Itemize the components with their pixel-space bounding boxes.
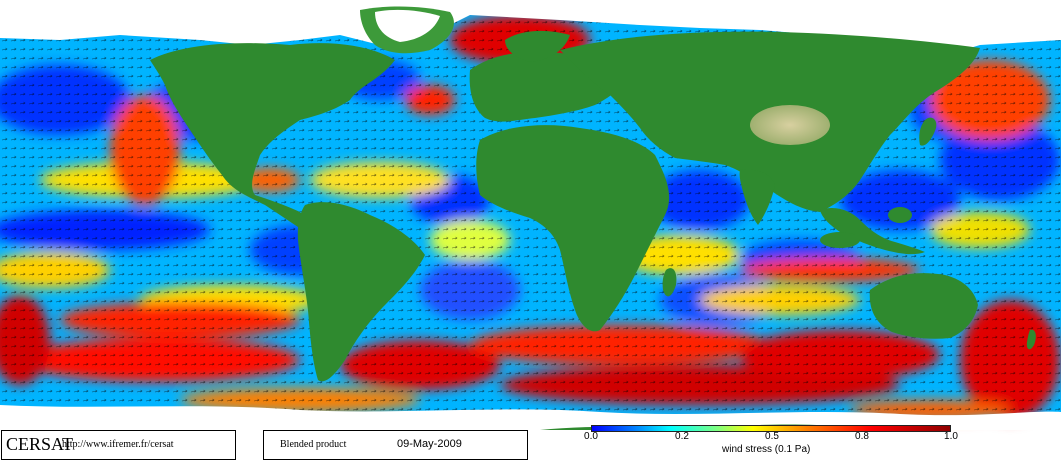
- footer-credit-box: CERSAT http://www.ifremer.fr/cersat: [1, 430, 236, 460]
- cersat-logo: CERSAT: [6, 434, 74, 454]
- product-label: Blended product: [280, 439, 347, 450]
- colorbar-tick: 0.0: [584, 431, 598, 442]
- footer-product-box: Blended product 09-May-2009: [263, 430, 528, 460]
- colorbar-tick: 0.8: [855, 431, 869, 442]
- colorbar-tick: 1.0: [944, 431, 958, 442]
- product-date: 09-May-2009: [397, 438, 462, 450]
- land-masses: [150, 6, 1036, 430]
- colorbar-title: wind stress (0.1 Pa): [722, 444, 811, 455]
- south-america: [297, 202, 425, 382]
- colorbar-tick: 0.5: [765, 431, 779, 442]
- north-america: [150, 43, 395, 235]
- wind-stress-colorbar: [591, 425, 951, 432]
- africa: [476, 125, 670, 332]
- colorbar-tick: 0.2: [675, 431, 689, 442]
- australia: [869, 273, 978, 339]
- cersat-url[interactable]: http://www.ifremer.fr/cersat: [62, 439, 174, 450]
